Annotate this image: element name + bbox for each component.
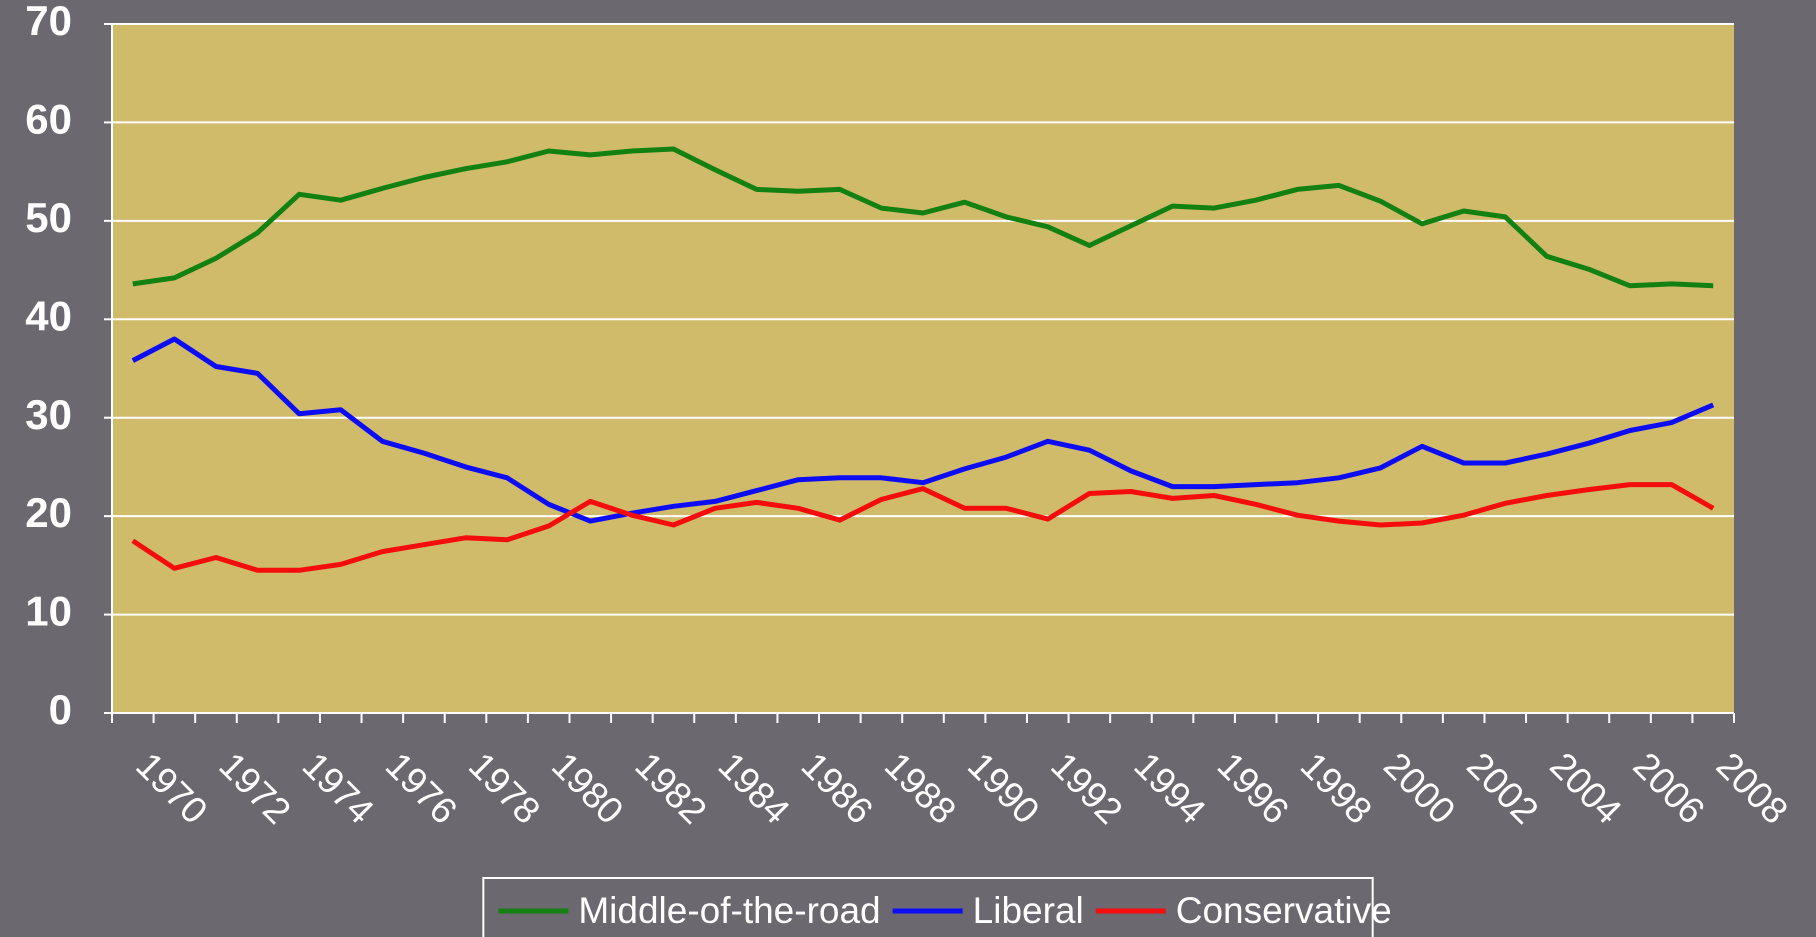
y-tick-label: 40 bbox=[25, 292, 72, 339]
y-tick-label: 10 bbox=[25, 588, 72, 635]
plot-area bbox=[112, 24, 1734, 713]
legend: Middle-of-the-road Liberal Conservative bbox=[482, 877, 1392, 937]
legend-label: Liberal bbox=[973, 890, 1084, 931]
y-tick-label: 20 bbox=[25, 489, 72, 536]
y-tick-label: 60 bbox=[25, 96, 72, 143]
y-tick-label: 70 bbox=[25, 0, 72, 44]
y-tick-label: 30 bbox=[25, 391, 72, 438]
series-line bbox=[131, 482, 1715, 573]
series-line bbox=[132, 146, 1714, 289]
series-line bbox=[131, 336, 1715, 524]
y-tick-label: 0 bbox=[49, 686, 72, 733]
legend-box bbox=[482, 877, 1374, 937]
y-tick-label: 50 bbox=[25, 194, 72, 241]
legend-label: Middle-of-the-road bbox=[578, 890, 880, 931]
legend-label: Conservative bbox=[1176, 890, 1392, 931]
